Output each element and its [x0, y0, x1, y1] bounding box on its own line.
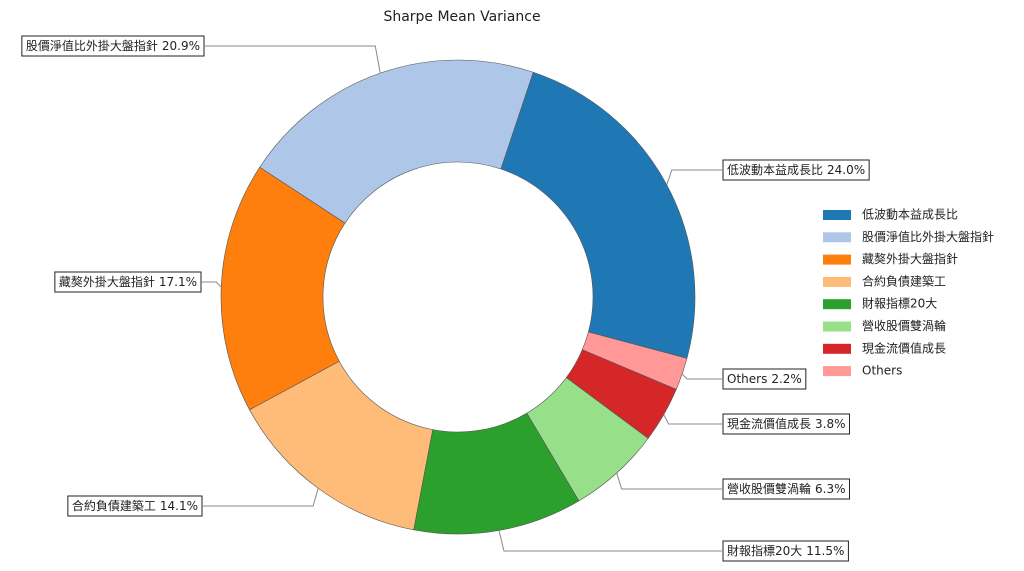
- legend-label: 營收股價雙渦輪: [862, 318, 946, 333]
- legend-label: 合約負債建築工: [862, 273, 946, 288]
- legend-swatch: [823, 343, 851, 354]
- leader-line: [203, 488, 319, 507]
- label-box: [722, 540, 849, 562]
- label-box: [67, 495, 203, 517]
- leader-line: [666, 169, 722, 186]
- donut-slice: [500, 71, 696, 359]
- leader-line: [202, 281, 222, 288]
- legend-swatch: [823, 254, 851, 265]
- donut-slice: [259, 59, 534, 224]
- legend-label: 財報指標20大: [862, 296, 937, 311]
- data-label: 現金流價值成長 3.8%: [663, 413, 851, 435]
- legend-swatch: [823, 276, 851, 287]
- label-category: Others: [727, 372, 767, 386]
- data-label: 藏獒外掛大盤指針 17.1%: [54, 271, 222, 293]
- legend-label: 藏獒外掛大盤指針: [862, 251, 958, 266]
- label-value: 6.3%: [815, 482, 846, 496]
- donut-slice: [220, 166, 346, 411]
- data-label: 合約負債建築工 14.1%: [67, 488, 319, 517]
- leader-line: [663, 414, 722, 425]
- label-category: 低波動本益成長比: [727, 163, 823, 177]
- label-text: 低波動本益成長比 24.0%: [727, 163, 865, 177]
- label-text: Others 2.2%: [727, 372, 802, 386]
- label-value: 14.1%: [160, 499, 198, 513]
- label-box: [722, 159, 870, 181]
- data-label: 財報指標20大 11.5%: [498, 530, 849, 562]
- legend-swatch: [823, 232, 851, 243]
- label-box: [21, 35, 205, 57]
- legend-swatch: [823, 366, 851, 377]
- legend-swatch: [823, 321, 851, 332]
- label-text: 藏獒外掛大盤指針 17.1%: [59, 274, 197, 289]
- legend-label: 現金流價值成長: [862, 340, 946, 355]
- leader-line: [616, 472, 722, 490]
- label-text: 現金流價值成長 3.8%: [727, 416, 846, 431]
- data-label: 低波動本益成長比 24.0%: [666, 159, 870, 186]
- legend-swatch: [823, 210, 851, 220]
- leader-line: [498, 530, 722, 552]
- label-text: 合約負債建築工 14.1%: [72, 498, 198, 513]
- leader-line: [205, 45, 381, 74]
- legend-label: 股價淨值比外掛大盤指針: [862, 229, 994, 244]
- label-value: 20.9%: [162, 39, 200, 53]
- label-box: [722, 413, 851, 435]
- label-category: 財報指標20大: [727, 543, 802, 558]
- data-label: 股價淨值比外掛大盤指針 20.9%: [21, 35, 381, 74]
- label-value: 17.1%: [159, 275, 197, 289]
- label-value: 2.2%: [771, 372, 802, 386]
- legend-label: 低波動本益成長比: [862, 208, 958, 222]
- data-label: Others 2.2%: [681, 368, 807, 390]
- leader-line: [681, 373, 722, 380]
- label-category: 股價淨值比外掛大盤指針: [26, 38, 158, 53]
- label-category: 合約負債建築工: [72, 498, 156, 513]
- data-label: 營收股價雙渦輪 6.3%: [616, 472, 851, 500]
- legend-label: Others: [862, 364, 902, 378]
- label-text: 股價淨值比外掛大盤指針 20.9%: [26, 38, 200, 53]
- donut-slice: [581, 331, 688, 390]
- label-text: 營收股價雙渦輪 6.3%: [727, 481, 846, 496]
- legend-swatch: [823, 299, 851, 310]
- label-box: [722, 478, 851, 500]
- label-category: 藏獒外掛大盤指針: [59, 274, 155, 289]
- label-box: [722, 368, 807, 390]
- label-category: 營收股價雙渦輪: [727, 481, 811, 496]
- label-value: 3.8%: [815, 417, 846, 431]
- chart-title: Sharpe Mean Variance: [383, 9, 540, 25]
- label-value: 24.0%: [827, 163, 865, 177]
- label-box: [54, 271, 202, 293]
- label-category: 現金流價值成長: [727, 416, 811, 431]
- label-text: 財報指標20大 11.5%: [727, 543, 844, 558]
- label-value: 11.5%: [806, 544, 844, 558]
